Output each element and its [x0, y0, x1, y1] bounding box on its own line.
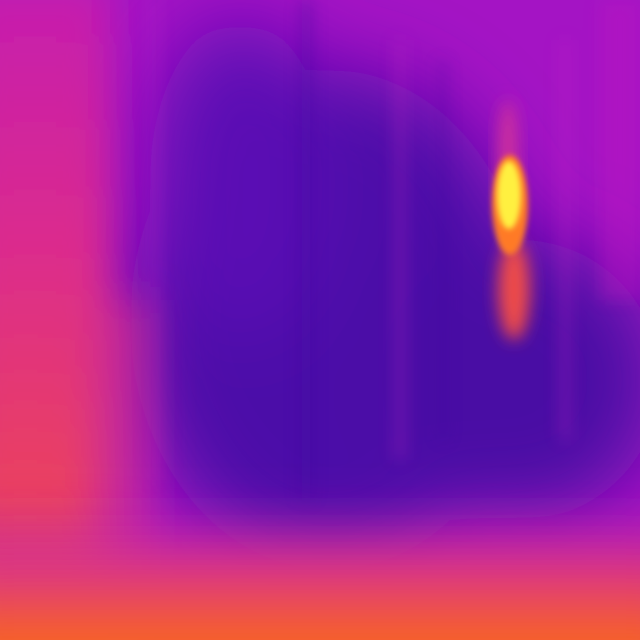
floor-warm-region [0, 500, 640, 640]
vertical-streaks [150, 0, 640, 500]
hot-spot [492, 100, 530, 340]
